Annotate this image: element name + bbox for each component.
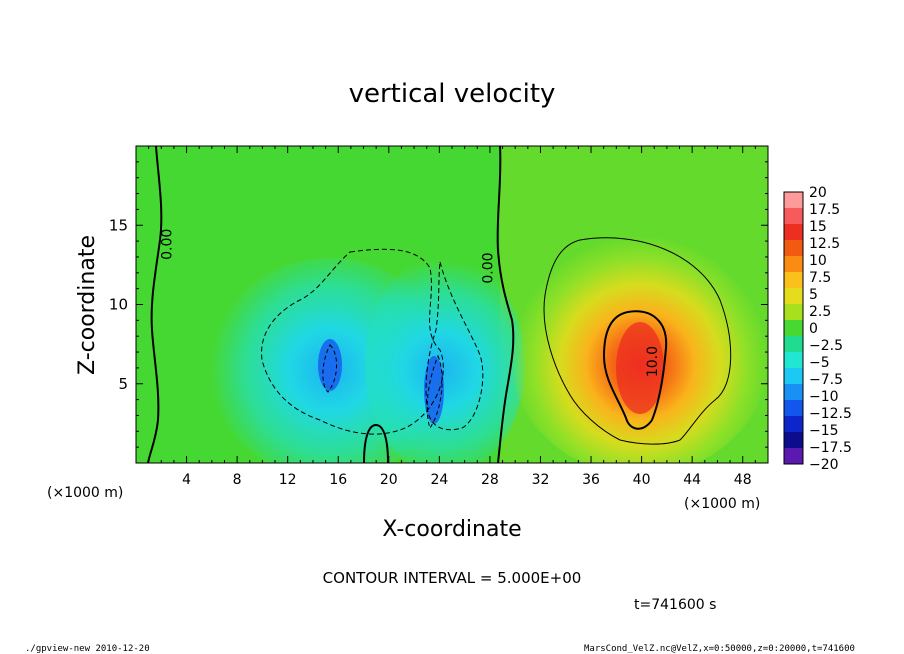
colorbar-label: 15	[809, 219, 827, 235]
colorbar-label: −20	[809, 457, 839, 473]
x-tick-label: 20	[380, 472, 398, 488]
ten-contour	[602, 310, 668, 430]
zero-contour-bump	[363, 423, 389, 463]
contour-label: 10.0	[645, 346, 661, 377]
colorbar-swatch	[784, 416, 803, 433]
colorbar-swatch	[784, 224, 803, 241]
contour-interval: CONTOUR INTERVAL = 5.000E+00	[323, 569, 582, 587]
z-axis: 5 10 15	[109, 161, 768, 448]
x-tick-label: 24	[430, 472, 448, 488]
negative-core-west	[322, 344, 337, 393]
z-tick-label: 5	[118, 375, 128, 393]
colorbar-swatch	[784, 240, 803, 257]
x-tick-label: 8	[233, 472, 242, 488]
updraft-core	[616, 322, 664, 414]
x-axis-label: X-coordinate	[382, 517, 521, 542]
colorbar-swatch	[784, 336, 803, 353]
x-tick-label: 48	[734, 472, 752, 488]
colorbar-label: 10	[809, 253, 827, 269]
z-axis-label: Z-coordinate	[75, 235, 100, 375]
footer-right: MarsCond_VelZ.nc@VelZ,x=0:50000,z=0:2000…	[584, 644, 855, 654]
negative-contour-east	[425, 261, 484, 431]
colorbar-swatch	[784, 288, 803, 305]
colorbar-swatch	[784, 192, 803, 209]
colorbar-label: −12.5	[809, 406, 852, 422]
x-tick-label: 44	[683, 472, 701, 488]
x-unit-right: (×1000 m)	[684, 496, 760, 512]
x-tick-label: 36	[582, 472, 600, 488]
x-tick-label: 12	[279, 472, 297, 488]
time-label: t=741600 s	[634, 597, 716, 613]
colorbar-swatch	[784, 208, 803, 225]
colorbar-label: 0	[809, 321, 818, 337]
x-tick-label: 4	[182, 472, 191, 488]
colorbar-swatch	[784, 304, 803, 321]
colorbar-swatch	[784, 432, 803, 449]
colorbar-label: 7.5	[809, 270, 831, 286]
colorbar-label: −15	[809, 423, 839, 439]
colorbar-swatch	[784, 400, 803, 417]
x-unit-left: (×1000 m)	[47, 485, 123, 501]
plot-area: 0.00 0.00 10.0	[136, 146, 768, 463]
colorbar-swatch	[784, 320, 803, 337]
contour-labels: 0.00 0.00 10.0	[159, 229, 660, 377]
colorbar-label: 20	[809, 185, 827, 201]
contour-label: 0.00	[480, 252, 496, 283]
downdraft-core-west	[318, 339, 342, 391]
colorbar-swatch	[784, 256, 803, 273]
colorbar-label: 12.5	[809, 236, 840, 252]
downdraft-region-east	[365, 255, 525, 463]
colorbar-label: 17.5	[809, 202, 840, 218]
colorbar-label: −7.5	[809, 372, 843, 388]
colorbar-swatch	[784, 448, 803, 465]
x-tick-label: 16	[329, 472, 347, 488]
negative-contour-west	[261, 248, 444, 435]
colorbar-swatch	[784, 352, 803, 369]
zero-contour-west	[147, 146, 163, 463]
colorbar-label: −10	[809, 389, 839, 405]
colorbar-swatch	[784, 272, 803, 289]
z-tick-label: 15	[109, 216, 128, 234]
footer-left: ./gpview-new 2010-12-20	[25, 644, 150, 654]
colorbar-swatch	[784, 384, 803, 401]
colorbar: 2017.51512.5107.552.50−2.5−5−7.5−10−12.5…	[783, 185, 852, 473]
zero-contour-middle	[496, 146, 515, 463]
x-tick-label: 32	[532, 472, 550, 488]
colorbar-label: 2.5	[809, 304, 831, 320]
colorbar-label: 5	[809, 287, 818, 303]
chart-title: vertical velocity	[349, 79, 556, 109]
colorbar-label: −2.5	[809, 338, 843, 354]
colorbar-swatch	[784, 368, 803, 385]
z-tick-label: 10	[109, 296, 128, 314]
colorbar-frame	[783, 191, 804, 465]
x-tick-label: 28	[481, 472, 499, 488]
colorbar-label: −5	[809, 355, 830, 371]
contour-label: 0.00	[159, 229, 175, 260]
five-contour	[543, 237, 732, 445]
x-axis: 4 8 12 16 20 24 28 32 36 40 44 48	[148, 146, 756, 488]
colorbar-label: −17.5	[809, 440, 852, 456]
x-tick-label: 40	[633, 472, 651, 488]
